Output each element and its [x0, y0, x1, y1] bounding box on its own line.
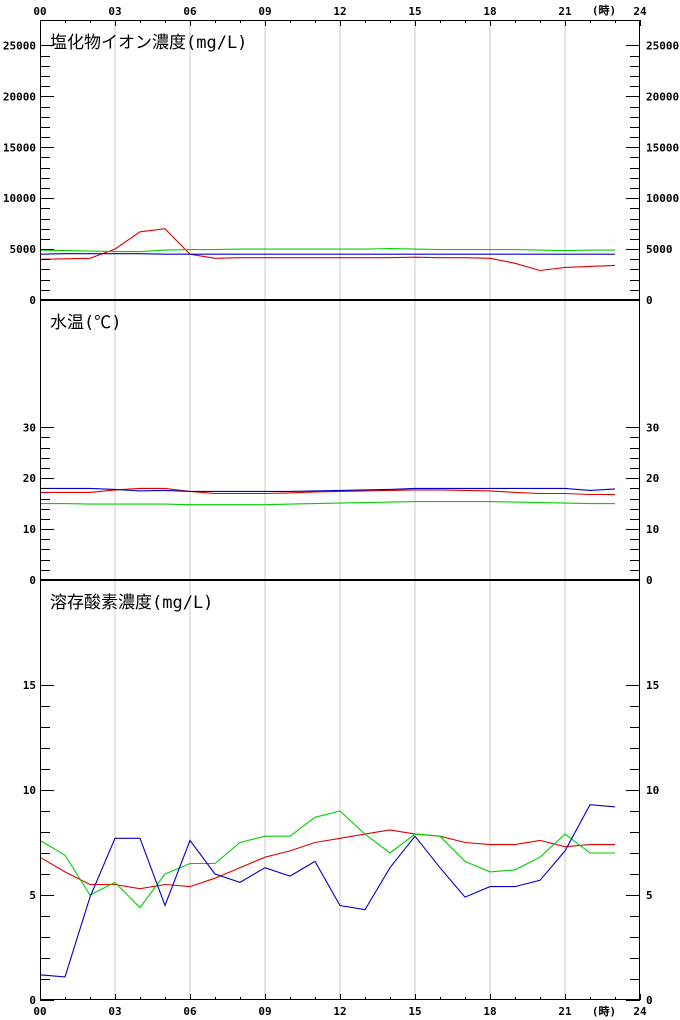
x-tick-label-bottom: 18 [483, 1005, 496, 1018]
series-line-1 [40, 487, 615, 496]
y-tick-label-left: 20 [23, 472, 36, 485]
y-tick-label-left: 5000 [10, 243, 37, 256]
series-line-2 [39, 810, 615, 909]
y-tick-label-left: 25000 [3, 39, 36, 52]
series-line-2 [39, 248, 615, 253]
y-tick-label-left: 10000 [3, 192, 36, 205]
x-tick-label-bottom: 15 [408, 1005, 421, 1018]
y-tick-label-right: 15000 [646, 141, 679, 154]
x-tick-label-bottom: 24 [633, 1005, 647, 1018]
x-unit-top: (時) [592, 3, 616, 17]
panel-title: 水温(℃) [50, 313, 121, 333]
x-tick-label-top: 24 [633, 5, 647, 18]
x-tick-label-top: 00 [33, 5, 46, 18]
y-tick-label-right: 20 [646, 472, 659, 485]
y-tick-label-right: 10 [646, 784, 659, 797]
y-tick-label-left: 15 [23, 679, 36, 692]
y-tick-label-left: 15000 [3, 141, 36, 154]
y-tick-label-right: 10000 [646, 192, 679, 205]
y-tick-label-left: 0 [29, 574, 36, 587]
y-tick-label-right: 0 [646, 994, 653, 1007]
y-tick-label-left: 5 [29, 889, 36, 902]
x-tick-label-bottom: 21 [558, 1005, 572, 1018]
y-tick-label-right: 0 [646, 294, 653, 307]
series-line-3 [39, 253, 615, 255]
x-tick-label-bottom: 06 [183, 1005, 197, 1018]
series-line-2 [40, 501, 615, 506]
y-tick-label-right: 25000 [646, 39, 679, 52]
panel-title: 溶存酸素濃度(mg/L) [50, 593, 213, 613]
x-tick-label-top: 12 [333, 5, 346, 18]
y-tick-label-left: 0 [29, 994, 36, 1007]
x-tick-label-bottom: 09 [258, 1005, 271, 1018]
y-tick-label-right: 5000 [646, 243, 673, 256]
y-tick-label-left: 10 [23, 523, 36, 536]
x-tick-label-top: 03 [108, 5, 121, 18]
series-line-1 [39, 829, 615, 890]
panel-title: 塩化物イオン濃度(mg/L) [50, 33, 247, 53]
y-tick-label-right: 20000 [646, 90, 679, 103]
y-tick-label-right: 10 [646, 523, 659, 536]
y-tick-label-left: 30 [23, 421, 36, 434]
y-tick-label-left: 10 [23, 784, 36, 797]
y-tick-label-left: 20000 [3, 90, 36, 103]
x-tick-label-bottom: 12 [333, 1005, 346, 1018]
x-tick-label-bottom: 03 [108, 1005, 121, 1018]
x-tick-label-top: 09 [258, 5, 271, 18]
series-line-3 [40, 487, 616, 492]
series-line-1 [39, 228, 616, 272]
panel-frame [40, 300, 640, 580]
x-tick-label-top: 15 [408, 5, 421, 18]
x-tick-label-top: 06 [183, 5, 197, 18]
series-line-3 [39, 804, 616, 978]
x-unit-bottom: (時) [592, 1004, 616, 1018]
y-tick-label-right: 30 [646, 421, 659, 434]
y-tick-label-left: 0 [29, 294, 36, 307]
y-tick-label-right: 0 [646, 574, 653, 587]
x-tick-label-top: 21 [558, 5, 572, 18]
x-tick-label-bottom: 00 [33, 1005, 46, 1018]
x-tick-label-top: 18 [483, 5, 496, 18]
y-tick-label-right: 15 [646, 679, 659, 692]
y-tick-label-right: 5 [646, 889, 653, 902]
